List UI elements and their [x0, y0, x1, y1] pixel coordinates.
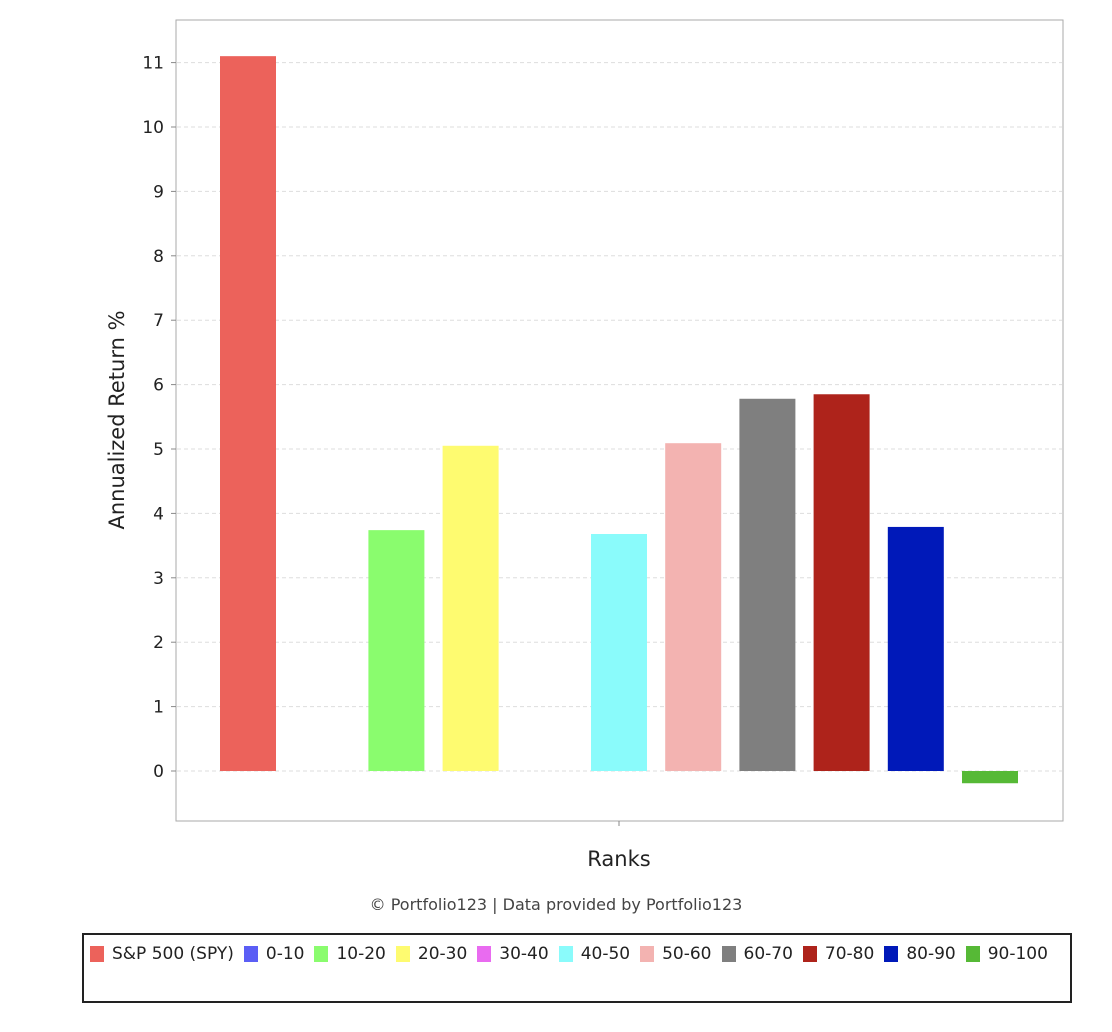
y-tick-label: 11 — [142, 54, 164, 74]
legend-swatch — [90, 946, 104, 962]
legend-item: 60-70 — [721, 939, 793, 969]
legend-item: 90-100 — [965, 939, 1048, 969]
legend-swatch — [802, 946, 817, 962]
y-tick-label: 7 — [153, 311, 164, 331]
legend-swatch — [558, 946, 573, 962]
legend-label: 20-30 — [417, 944, 468, 964]
legend-swatch — [721, 946, 736, 962]
y-tick-label: 8 — [153, 247, 164, 267]
y-tick-label: 4 — [153, 504, 164, 524]
legend-label: 10-20 — [336, 944, 386, 964]
legend: S&P 500 (SPY) 0-10 10-20 20-30 30-40 40-50 50-… — [82, 933, 1072, 1003]
legend-item: 0-10 — [243, 939, 305, 969]
bar-40-50 — [591, 534, 647, 771]
bar-80-90 — [887, 526, 944, 771]
legend-label: 50-60 — [662, 944, 712, 964]
legend-swatch — [243, 946, 258, 962]
y-tick-label: 9 — [153, 182, 164, 202]
legend-item: 80-90 — [884, 939, 956, 969]
legend-item: 10-20 — [314, 939, 386, 969]
y-tick-label: 6 — [153, 376, 164, 396]
legend-label: 0-10 — [265, 944, 305, 964]
bar-s-p-500-spy- — [220, 56, 276, 772]
legend-label: 30-40 — [499, 944, 549, 964]
y-axis-label: Annualized Return % — [105, 310, 129, 529]
legend-item: 70-80 — [802, 939, 875, 969]
legend-swatch — [477, 946, 492, 962]
legend-item: 20-30 — [395, 939, 468, 969]
bar-90-100 — [962, 771, 1018, 784]
legend-item: S&P 500 (SPY) — [90, 939, 234, 969]
legend-item: 30-40 — [477, 939, 549, 969]
y-tick-label: 3 — [153, 569, 164, 589]
legend-label: 40-50 — [580, 944, 631, 964]
legend-swatch — [884, 946, 899, 962]
bar-chart: 0 1 2 3 4 5 6 7 8 9 10 11 Ranks Annualized Return % — [105, 19, 1064, 871]
y-tick-label: 0 — [153, 762, 164, 782]
y-tick-label: 2 — [153, 633, 164, 653]
legend-item: 40-50 — [558, 939, 631, 969]
legend-swatch — [640, 946, 655, 962]
credit-text: © Portfolio123 | Data provided by Portfo… — [369, 895, 743, 914]
legend-label: 80-90 — [906, 944, 956, 964]
bar-10-20 — [368, 530, 425, 771]
bar-60-70 — [739, 398, 796, 771]
legend-label: 60-70 — [743, 944, 793, 964]
legend-label: 90-100 — [987, 944, 1048, 964]
legend-item: 50-60 — [640, 939, 712, 969]
legend-swatch — [314, 946, 329, 962]
bar-50-60 — [665, 443, 722, 771]
bar-20-30 — [442, 445, 499, 771]
x-axis-label: Ranks — [587, 847, 650, 871]
y-tick-label: 1 — [153, 698, 164, 718]
legend-swatch — [965, 946, 980, 962]
y-tick-label: 10 — [142, 118, 164, 138]
legend-swatch — [395, 946, 410, 962]
y-tick-label: 5 — [153, 440, 164, 460]
legend-label: S&P 500 (SPY) — [112, 944, 234, 964]
bar-70-80 — [813, 394, 870, 771]
legend-label: 70-80 — [824, 944, 875, 964]
